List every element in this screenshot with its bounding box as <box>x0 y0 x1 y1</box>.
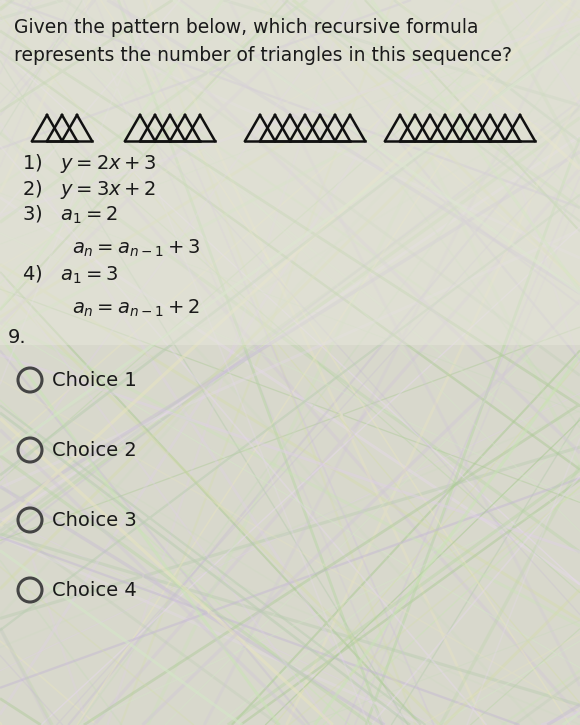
Text: represents the number of triangles in this sequence?: represents the number of triangles in th… <box>14 46 512 65</box>
Text: Choice 3: Choice 3 <box>52 510 137 529</box>
Text: Choice 4: Choice 4 <box>52 581 137 600</box>
Text: $a_n = a_{n-1} + 2$: $a_n = a_{n-1} + 2$ <box>72 298 200 319</box>
Text: Choice 1: Choice 1 <box>52 370 137 389</box>
Text: $a_n = a_{n-1} + 3$: $a_n = a_{n-1} + 3$ <box>72 238 201 260</box>
Text: Choice 2: Choice 2 <box>52 441 137 460</box>
Text: 2)   $y = 3x + 2$: 2) $y = 3x + 2$ <box>22 178 157 201</box>
Text: Given the pattern below, which recursive formula: Given the pattern below, which recursive… <box>14 18 478 37</box>
Text: 1)   $y = 2x + 3$: 1) $y = 2x + 3$ <box>22 152 157 175</box>
Text: 3)   $a_1 = 2$: 3) $a_1 = 2$ <box>22 204 118 226</box>
Bar <box>0 0 580 345</box>
Text: 4)   $a_1 = 3$: 4) $a_1 = 3$ <box>22 264 118 286</box>
Text: 9.: 9. <box>8 328 27 347</box>
